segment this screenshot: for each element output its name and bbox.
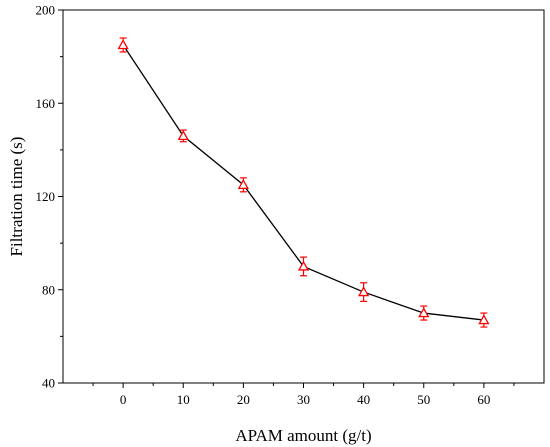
- y-tick-label: 200: [36, 3, 56, 18]
- data-point: [358, 282, 370, 303]
- triangle-marker: [177, 130, 189, 141]
- triangle-marker: [237, 179, 249, 189]
- x-tick-label: 0: [120, 392, 127, 407]
- series-line: [122, 44, 484, 321]
- x-tick-label: 30: [297, 392, 310, 407]
- x-tick-label: 20: [237, 392, 250, 407]
- x-tick-label: 10: [177, 392, 190, 407]
- data-point: [418, 305, 430, 321]
- plot-frame: [62, 9, 545, 384]
- data-point: [297, 256, 310, 277]
- data-markers: [117, 37, 490, 328]
- y-tick-label: 120: [36, 189, 56, 204]
- y-tick-label: 160: [36, 96, 56, 111]
- y-axis-title: Filtration time (s): [7, 137, 26, 257]
- x-tick-label: 50: [417, 392, 430, 407]
- data-point: [177, 129, 189, 143]
- triangle-marker: [297, 260, 310, 271]
- tick-labels: 0 10 20 30 40 50 60 40 80 120 160 200: [36, 3, 491, 408]
- triangle-marker: [358, 286, 370, 297]
- x-axis-title: APAM amount (g/t): [235, 426, 371, 445]
- x-tick-label: 60: [477, 392, 490, 407]
- data-point: [237, 177, 249, 193]
- data-point: [117, 37, 129, 53]
- data-point: [478, 312, 490, 328]
- x-tick-label: 40: [357, 392, 370, 407]
- triangle-marker: [478, 314, 490, 325]
- triangle-marker: [418, 307, 430, 318]
- triangle-marker: [117, 39, 129, 50]
- y-tick-label: 40: [42, 376, 55, 391]
- y-tick-label: 80: [42, 282, 55, 297]
- axis-ticks: [58, 9, 515, 388]
